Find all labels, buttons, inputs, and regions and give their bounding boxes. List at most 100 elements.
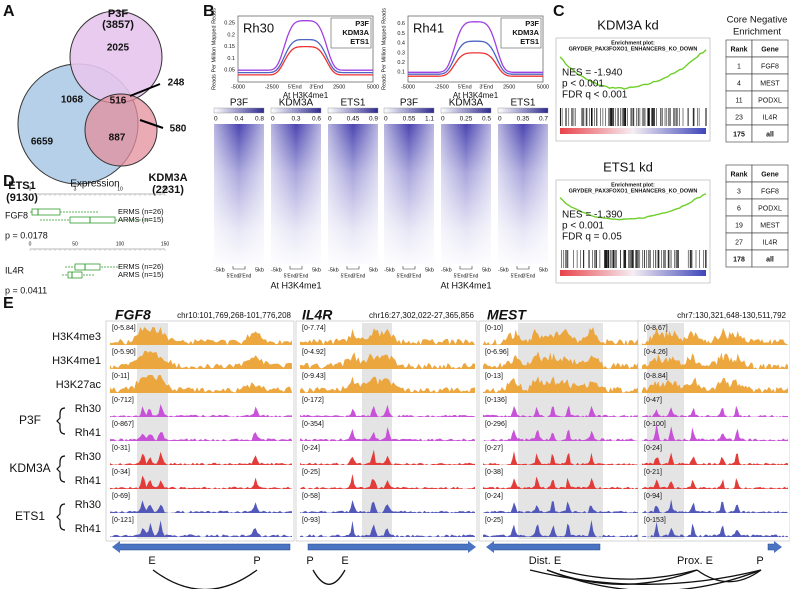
color-bar-tick: 0.25 <box>460 116 473 123</box>
signal-track <box>300 500 475 513</box>
expression-title: Expression <box>70 179 119 190</box>
table-text: 175 <box>733 131 745 138</box>
x-axis-label: At H3K4me1 <box>440 280 491 290</box>
signal-track <box>483 351 638 369</box>
color-bar <box>270 107 322 114</box>
group-label: ARMS (n=15) <box>118 270 164 279</box>
y-axis-label: Reads Per Million Mapped Reads <box>381 8 387 90</box>
venn-set-count: (2231) <box>152 184 184 196</box>
axis-tick-label: 3 <box>74 186 77 192</box>
loop-arc <box>152 569 258 589</box>
venn-count: 580 <box>170 124 187 135</box>
y-tick-label: 0.2 <box>397 60 405 66</box>
group-label: ARMS (n=15) <box>118 215 164 224</box>
color-bar-tick: 0.45 <box>347 116 360 123</box>
table-text: 19 <box>735 222 743 229</box>
heatmap-fade <box>328 124 378 264</box>
table-text: Rank <box>730 171 747 178</box>
color-bar-tick: 1.1 <box>425 116 434 123</box>
leader <box>129 83 161 97</box>
signal-track <box>110 475 292 489</box>
track-range: [0-172] <box>302 397 324 404</box>
heatmap-title: KDM3A <box>449 98 484 109</box>
track-range: [0-4.92] <box>302 349 326 356</box>
signal-track <box>483 405 638 417</box>
track-range: [0-9.43] <box>302 373 326 380</box>
color-bar <box>383 107 435 114</box>
track-range: [0-31] <box>112 445 130 452</box>
heatmap-fade <box>271 124 321 264</box>
color-bar-tick: 0.4 <box>234 116 243 123</box>
plot-frame <box>237 15 374 83</box>
panel-label: B <box>203 3 215 20</box>
track-range: [0-5.90] <box>112 349 136 356</box>
color-bar-tick: 0 <box>328 116 332 123</box>
table-text: 6 <box>737 205 741 212</box>
track-range: [0-8.84] <box>644 373 668 380</box>
signal-track <box>642 478 788 489</box>
color-bar-tick: 0 <box>271 116 275 123</box>
y-tick-label: 0.5 <box>397 31 405 37</box>
x-axis-label: At H3K4me1 <box>453 91 499 100</box>
tick-bracket <box>232 266 246 270</box>
x-tick-label: -5kb <box>328 267 339 273</box>
venn-set-name: P3F <box>108 8 128 20</box>
gene-name: FGF8 <box>5 210 28 220</box>
track-range: [0-5.84] <box>112 325 136 332</box>
x-tick-label: 3'End <box>239 273 252 279</box>
signal-track <box>483 429 638 441</box>
signal-track <box>642 423 788 441</box>
track-range: [0-867] <box>112 421 134 428</box>
signal-track <box>110 351 292 369</box>
gsea-stat: p < 0.001 <box>562 79 604 90</box>
color-bar-tick: 0 <box>384 116 388 123</box>
x-tick-label: 5'End <box>341 273 354 279</box>
tick-bracket <box>346 266 360 270</box>
color-bar-tick: 0.9 <box>369 116 378 123</box>
track-range: [0-153] <box>644 517 666 524</box>
venn-count: 1068 <box>61 95 84 106</box>
signal-track <box>642 521 788 537</box>
x-tick-label: -5000 <box>401 84 415 90</box>
legend-label: P3F <box>525 19 539 28</box>
p-value: p = 0.0178 <box>5 230 48 240</box>
x-tick-label: 2500 <box>503 84 515 90</box>
x-axis-label: At H3K4me1 <box>283 91 329 100</box>
track-range: [0-58] <box>302 493 320 500</box>
x-tick-label: 5'End <box>284 273 297 279</box>
profile-curve <box>408 21 543 73</box>
venn-set-count: (3857) <box>102 19 134 31</box>
track-range: [0-6.96] <box>485 349 509 356</box>
color-bar <box>327 107 379 114</box>
table-text: FGF8 <box>761 63 779 70</box>
axis-tick-label: 150 <box>161 241 170 247</box>
color-bar <box>213 107 265 114</box>
legend-label: ETS1 <box>520 37 539 46</box>
venn-count: 887 <box>109 133 126 144</box>
venn-count: 516 <box>110 96 127 107</box>
gsea-stat: p < 0.001 <box>562 221 604 232</box>
x-tick-label: -5kb <box>214 267 225 273</box>
signal-track <box>483 501 638 513</box>
track-range: [0-136] <box>485 397 507 404</box>
locus-coords: chr10:101,769,268-101,776,208 <box>177 311 291 320</box>
box <box>69 216 116 224</box>
signal-track <box>642 327 788 345</box>
x-tick-label: -5kb <box>271 267 282 273</box>
table-text: 23 <box>735 114 743 121</box>
x-tick-label: 3'End <box>353 273 366 279</box>
y-tick-label: 0.25 <box>224 21 235 27</box>
anchor-label: Dist. E <box>529 555 561 567</box>
color-bar-tick: 0.8 <box>255 116 264 123</box>
track-range: [0-354] <box>302 421 324 428</box>
signal-track <box>110 451 292 465</box>
color-bar-tick: 0 <box>214 116 218 123</box>
bracket <box>56 407 66 435</box>
group-label: ERMS (n=26) <box>118 262 164 271</box>
rank-bar <box>560 128 706 134</box>
track-range: [0-712] <box>112 397 134 404</box>
profile-curve <box>238 20 373 71</box>
y-tick-label: 0.2 <box>227 32 235 38</box>
y-tick-label: 0.1 <box>227 56 235 62</box>
panel-label: C <box>553 3 565 20</box>
